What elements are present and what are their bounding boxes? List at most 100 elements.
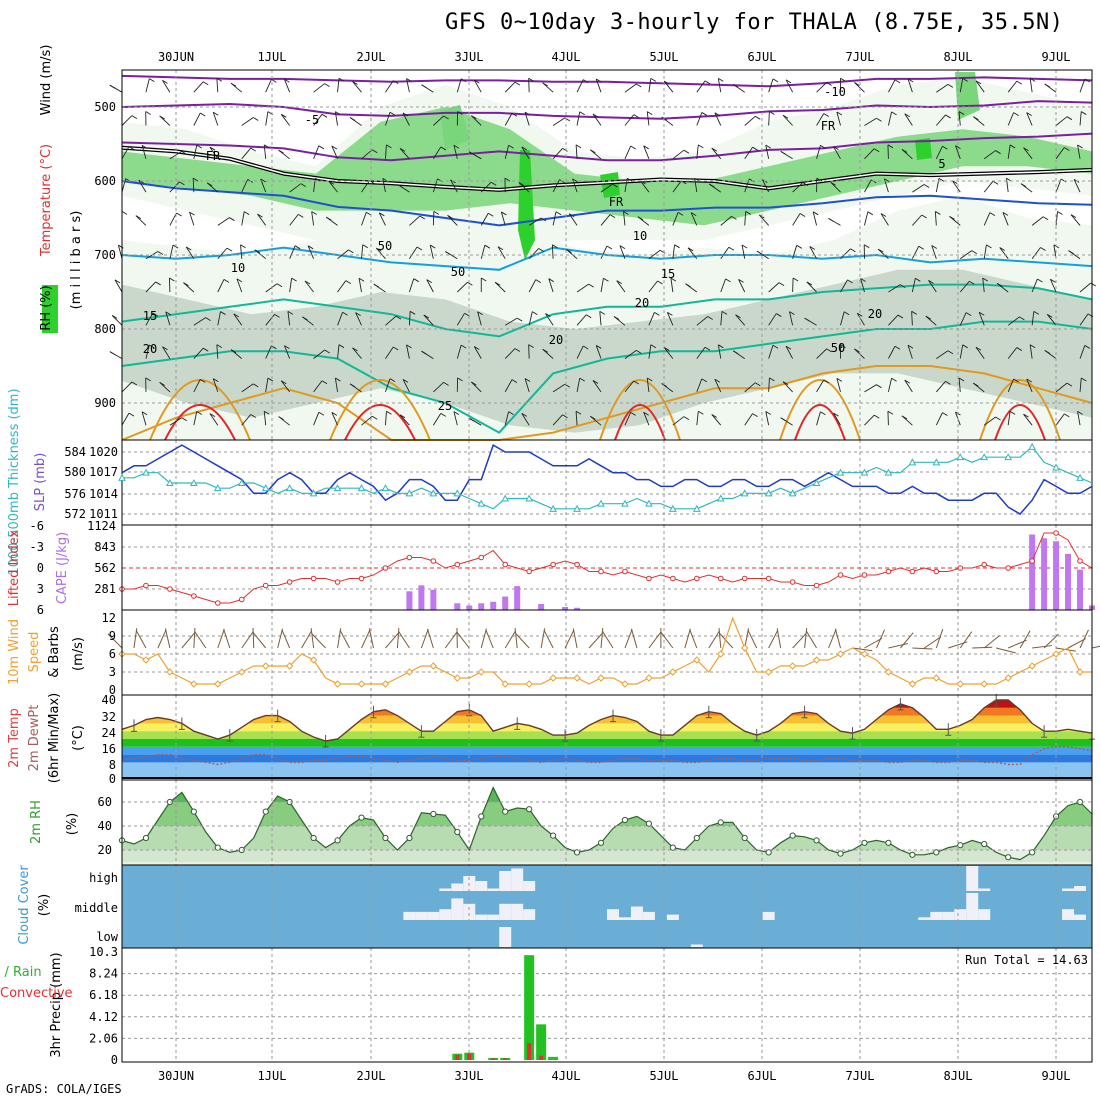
wind-barb-flag [1029, 77, 1036, 82]
cloud-bar [918, 917, 931, 920]
tick-label: 1017 [89, 465, 118, 479]
date-label-top: 8JUL [944, 50, 973, 64]
wind-barb-flag [278, 416, 284, 420]
chart-title: GFS 0~10day 3-hourly for THALA (8.75E, 3… [445, 10, 1064, 35]
wind-barb [1055, 413, 1065, 426]
wind-barb-flag [701, 378, 708, 383]
wind-barb [339, 630, 350, 649]
lifted-index-marker [358, 575, 365, 582]
wind-barb [552, 117, 566, 126]
contour-label: 15 [143, 309, 157, 323]
temperature-contour [121, 74, 1093, 88]
wind-barb [361, 415, 373, 426]
wind-barb [212, 112, 219, 126]
cloud-bar [487, 888, 500, 891]
lifted-index-marker [813, 582, 820, 589]
date-label-top: 6JUL [748, 50, 777, 64]
wind-barb-flag [731, 216, 737, 220]
wind-barb-flag [278, 149, 284, 154]
wind-speed-marker [429, 662, 438, 670]
contour-label: 50 [451, 265, 465, 279]
wind-barb [959, 312, 967, 326]
precip-convective-bar [503, 1058, 508, 1060]
wind-barb [385, 632, 399, 649]
wind-barb-flag [1002, 212, 1009, 216]
wind-barb-flag [185, 246, 192, 251]
dewpoint-line [121, 746, 1093, 766]
wind-barb-flag [897, 314, 904, 319]
wind-barb [473, 79, 482, 93]
precip-convective-bar [455, 1054, 460, 1060]
rh-marker [741, 834, 748, 842]
rh-marker [885, 839, 892, 846]
cape-bar [466, 605, 473, 610]
wind-barb [768, 313, 777, 326]
wind-barb [193, 347, 204, 359]
tick-label: 700 [94, 248, 116, 262]
wind-barb-flag [785, 79, 792, 84]
wind-barb-flag [935, 211, 941, 215]
wind-barb [402, 379, 410, 393]
wind-barb [311, 211, 315, 226]
wind-barb [958, 111, 961, 126]
lifted-index-marker [167, 586, 173, 592]
wind-barb-flag [752, 146, 758, 151]
wind-barb [592, 380, 602, 393]
wind-barb-flag [165, 311, 172, 316]
wind-barb-flag [213, 111, 219, 116]
temperature-contour [164, 404, 236, 441]
wind-barb-flag [402, 112, 409, 117]
rh-marker [597, 839, 605, 846]
cloud-bar [475, 881, 488, 891]
wind-barb [456, 313, 465, 326]
wind-barb-flag [216, 77, 223, 82]
wind-barb-flag [654, 312, 660, 316]
wind-barb-flag [562, 148, 568, 152]
wind-barb [1026, 112, 1033, 126]
tick-label: 580 [64, 465, 86, 479]
wind-barb-flag [646, 377, 653, 382]
wind-barb-flag [457, 377, 463, 382]
tick-label: 800 [94, 322, 116, 336]
wind-barb-flag [348, 249, 354, 254]
lifted-index-marker [238, 596, 245, 603]
thickness-marker [740, 489, 749, 497]
wind-barb-flag [1042, 216, 1049, 221]
slp-axis-label: SLP (mb) [33, 453, 48, 512]
wind-barb-flag [280, 113, 287, 118]
wind-barb-flag [887, 144, 894, 149]
wind-barb-flag [721, 310, 728, 315]
wind-barb [382, 178, 386, 193]
wind-barb-flag [331, 145, 338, 150]
wind-barb [768, 78, 774, 93]
wind-barb [720, 246, 730, 259]
wind-barb-flag [149, 344, 155, 349]
wind-barb [816, 348, 827, 359]
footer-credit: GrADS: COLA/IGES [6, 1082, 122, 1096]
wind-barb-flag [399, 414, 406, 419]
wind-barb [548, 278, 554, 293]
wind-barb-flag [1057, 211, 1063, 215]
wind-barb [595, 78, 602, 93]
wind-barb [646, 111, 650, 126]
wind-speed-line [122, 616, 1092, 685]
wind-barb [135, 215, 147, 226]
wind-barb [212, 378, 219, 393]
wind-barb [696, 144, 699, 159]
wind-barb-flag [1040, 247, 1046, 251]
minmax-axis-label: (6hr Min/Max) [47, 693, 62, 783]
wind-barb [805, 630, 817, 649]
lifted-index-marker [1029, 558, 1035, 564]
wind-barb [1007, 316, 1020, 326]
wind-barb-flag [542, 82, 548, 87]
tick-label: 3 [109, 665, 116, 679]
wind-barb [935, 114, 946, 126]
wind-barb [711, 414, 722, 426]
wind-barb-flag [349, 117, 356, 121]
wind-barb-flag [257, 213, 263, 218]
wind-barb-flag [938, 177, 945, 182]
thickness-marker [669, 504, 677, 512]
tick-label: 20 [98, 843, 112, 857]
wind-barb-flag [962, 78, 968, 82]
wind-barb-flag [111, 315, 118, 319]
